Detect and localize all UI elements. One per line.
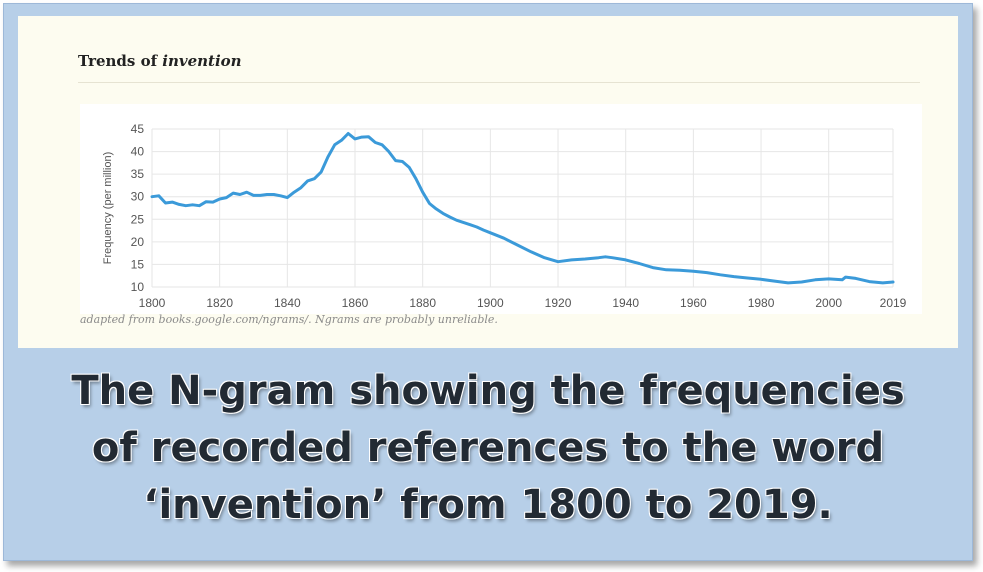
x-tick-label: 1800 [139,296,166,310]
title-divider [78,82,920,83]
y-axis-label: Frequency (per million) [102,152,114,264]
y-tick-label: 10 [131,280,145,294]
x-tick-label: 2019 [880,296,907,310]
y-tick-label: 25 [131,212,145,226]
chart-title-prefix: Trends of [78,52,163,70]
plot-background [80,104,922,314]
y-tick-label: 15 [131,257,145,271]
main-caption: The N-gram showing the frequencies of re… [71,367,905,528]
chart-title-word: invention [162,52,242,70]
x-tick-label: 1920 [545,296,572,310]
source-note: adapted from books.google.com/ngrams/. N… [80,313,498,326]
y-tick-label: 20 [131,235,145,249]
series-line [150,132,895,285]
x-tick-label: 1900 [477,296,504,310]
x-tick-label: 1980 [748,296,775,310]
x-tick-label: 1880 [409,296,436,310]
y-tick-label: 40 [131,145,145,159]
x-tick-label: 1960 [680,296,707,310]
y-tick-label: 30 [131,190,145,204]
x-tick-label: 1840 [274,296,301,310]
x-tick-label: 1820 [206,296,233,310]
x-tick-label: 1860 [342,296,369,310]
y-tick-label: 45 [131,122,145,136]
y-tick-label: 35 [131,167,145,181]
x-tick-label: 2000 [815,296,842,310]
chart-title: Trends of invention [78,52,242,70]
caption-area: The N-gram showing the frequencies of re… [18,348,958,548]
x-tick-label: 1940 [612,296,639,310]
